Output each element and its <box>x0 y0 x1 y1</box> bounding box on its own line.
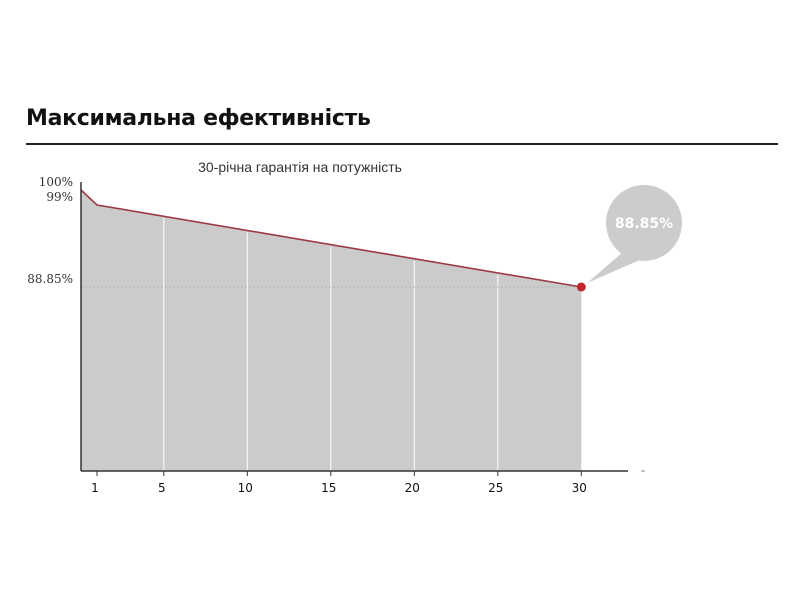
section-heading: Максимальна ефективність <box>26 106 371 131</box>
heading-divider <box>26 143 778 145</box>
chart-title: 30-річна гарантія на потужність <box>198 159 402 175</box>
x-tick-label: 5 <box>158 481 166 495</box>
y-tick-label: 99% <box>46 190 73 204</box>
x-tick-label: 1 <box>91 481 99 495</box>
callout-pointer <box>587 251 642 283</box>
series-line <box>80 189 582 288</box>
y-tick-label: 88.85% <box>27 272 73 286</box>
x-tick-label: 20 <box>405 481 420 495</box>
x-tick-label: 25 <box>488 481 503 495</box>
x-tick-label: 30 <box>572 481 587 495</box>
callout-label: 88.85% <box>615 216 673 232</box>
callout-bubble <box>606 185 682 261</box>
data-point <box>576 282 586 292</box>
x-tick-label: 15 <box>321 481 336 495</box>
x-tick-label: 10 <box>238 481 253 495</box>
y-tick-label: 100% <box>39 175 73 189</box>
